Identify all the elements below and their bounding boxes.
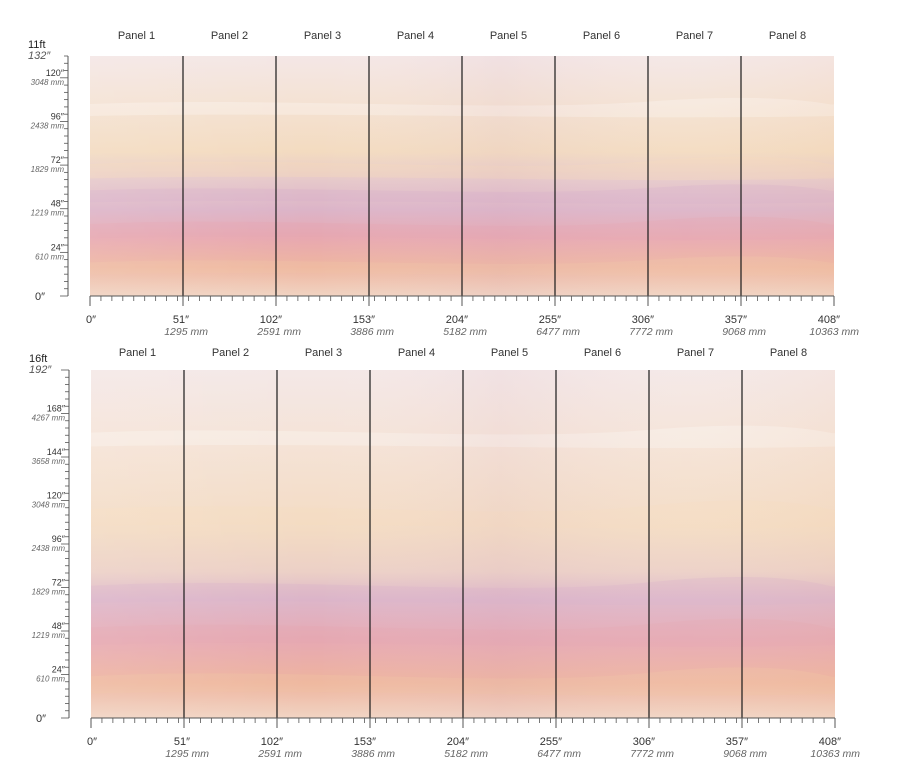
panel-label: Panel 5 — [490, 30, 527, 42]
y-tick-mm: 4267 mm — [32, 414, 66, 423]
panel-label: Panel 6 — [584, 347, 621, 359]
x-tick-mm: 2591 mm — [257, 748, 302, 760]
width-ruler — [89, 295, 835, 306]
x-tick-inch: 408″ — [819, 736, 841, 748]
top-inch-label: 132″ — [28, 50, 51, 62]
panel-label: Panel 3 — [305, 347, 342, 359]
x-tick-mm: 10363 mm — [809, 326, 859, 338]
y-tick-mm: 1829 mm — [32, 588, 66, 597]
panel-label: Panel 1 — [119, 347, 156, 359]
panel-label: Panel 2 — [212, 347, 249, 359]
panel-label: Panel 8 — [770, 347, 807, 359]
x-tick-inch: 51″ — [173, 314, 189, 326]
panel-label: Panel 7 — [677, 347, 714, 359]
y-tick-inch: 72″ — [51, 155, 65, 165]
top-inch-label: 192″ — [29, 364, 52, 376]
panel-label: Panel 2 — [211, 30, 248, 42]
x-tick-mm: 5182 mm — [443, 326, 487, 338]
y-tick-mm: 1219 mm — [31, 209, 65, 218]
y-tick-mm: 610 mm — [35, 252, 64, 261]
x-tick-mm: 7772 mm — [629, 326, 673, 338]
width-ruler — [90, 717, 836, 728]
y-tick-mm: 1829 mm — [31, 165, 65, 174]
panel-label: Panel 4 — [398, 347, 435, 359]
x-tick-mm: 9068 mm — [723, 748, 767, 760]
x-tick-mm: 2591 mm — [256, 326, 301, 338]
y-zero-label: 0″ — [35, 291, 45, 303]
y-tick-inch: 48″ — [52, 621, 66, 631]
panel-label: Panel 7 — [676, 30, 713, 42]
x-tick-mm: 6477 mm — [536, 326, 580, 338]
x-tick-mm: 1295 mm — [164, 326, 208, 338]
x-tick-inch: 357″ — [725, 314, 747, 326]
x-tick-inch: 204″ — [446, 314, 468, 326]
x-tick-mm: 3886 mm — [350, 326, 394, 338]
y-tick-inch: 144″ — [47, 447, 66, 457]
x-tick-inch: 357″ — [726, 736, 748, 748]
x-tick-inch: 408″ — [818, 314, 840, 326]
y-tick-mm: 2438 mm — [31, 544, 66, 553]
x-tick-inch: 255″ — [540, 736, 562, 748]
x-tick-inch: 153″ — [354, 736, 376, 748]
x-tick-inch: 306″ — [633, 736, 655, 748]
x-tick-inch: 102″ — [260, 314, 282, 326]
x-tick-mm: 5182 mm — [444, 748, 488, 760]
x-tick-mm: 1295 mm — [165, 748, 209, 760]
panel-label: Panel 8 — [769, 30, 806, 42]
x-tick-inch: 51″ — [174, 736, 190, 748]
x-tick-mm: 9068 mm — [722, 326, 766, 338]
height-ruler — [60, 55, 69, 297]
y-tick-inch: 24″ — [52, 665, 66, 675]
y-tick-mm: 3048 mm — [32, 501, 66, 510]
y-tick-inch: 120″ — [47, 491, 66, 501]
height-ruler — [61, 369, 70, 719]
panel-label: Panel 6 — [583, 30, 620, 42]
y-zero-label: 0″ — [36, 713, 46, 725]
y-tick-mm: 2438 mm — [30, 121, 65, 130]
height-label: 16ft — [29, 353, 47, 365]
y-tick-mm: 1219 mm — [32, 631, 66, 640]
y-tick-inch: 96″ — [52, 534, 66, 544]
panel-label: Panel 4 — [397, 30, 434, 42]
y-tick-mm: 610 mm — [36, 675, 65, 684]
x-tick-inch: 102″ — [261, 736, 283, 748]
panel-label: Panel 3 — [304, 30, 341, 42]
y-tick-inch: 72″ — [52, 578, 66, 588]
x-tick-inch: 204″ — [447, 736, 469, 748]
y-tick-inch: 24″ — [51, 242, 65, 252]
x-tick-inch: 255″ — [539, 314, 561, 326]
panel-label: Panel 5 — [491, 347, 528, 359]
x-tick-inch: 306″ — [632, 314, 654, 326]
x-tick-inch: 0″ — [87, 736, 97, 748]
y-tick-mm: 3658 mm — [32, 457, 66, 466]
x-tick-mm: 3886 mm — [351, 748, 395, 760]
diagram-11ft: Panel 1 Panel 2 Panel 3 Panel 4 Panel 5 Panel… — [28, 30, 859, 338]
x-tick-inch: 0″ — [86, 314, 96, 326]
height-label: 11ft — [28, 39, 46, 51]
x-tick-mm: 7772 mm — [630, 748, 674, 760]
x-tick-mm: 6477 mm — [537, 748, 581, 760]
panel-label: Panel 1 — [118, 30, 155, 42]
x-tick-inch: 153″ — [353, 314, 375, 326]
diagram-16ft: Panel 1 Panel 2 Panel 3 Panel 4 Panel 5 Panel… — [29, 347, 860, 760]
y-tick-inch: 96″ — [51, 111, 65, 121]
x-tick-mm: 10363 mm — [810, 748, 860, 760]
y-tick-inch: 168″ — [47, 404, 66, 414]
y-tick-mm: 3048 mm — [31, 78, 65, 87]
y-tick-inch: 48″ — [51, 199, 65, 209]
y-tick-inch: 120″ — [46, 68, 65, 78]
